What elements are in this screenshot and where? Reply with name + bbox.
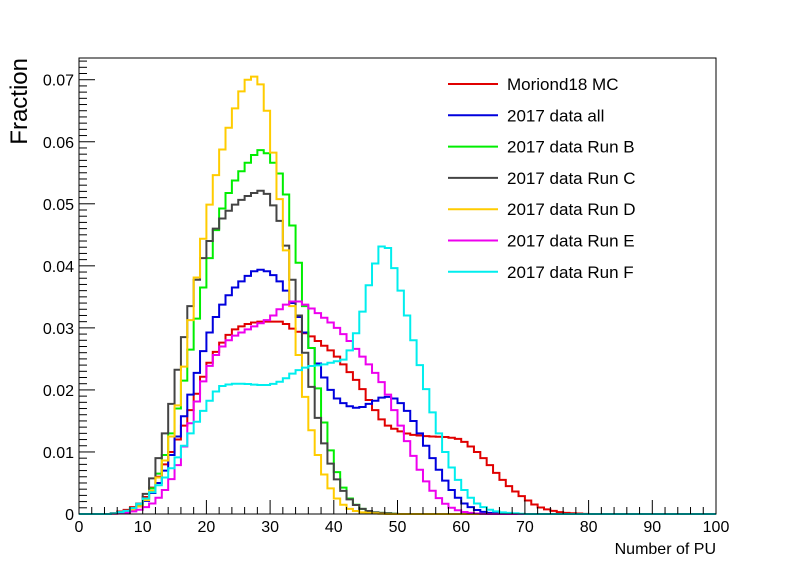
legend: Moriond18 MC 2017 data all 2017 data Run B… [448,75,636,282]
y-tick-label: 0.05 [43,197,74,214]
legend-label: 2017 data all [507,106,604,125]
x-axis: 0 10 20 30 40 50 60 70 80 90 100 [75,500,730,536]
y-axis: 0 0.01 0.02 0.03 0.04 0.05 0.06 0.07 [43,60,95,524]
x-tick-label: 40 [325,519,343,536]
x-tick-label: 10 [134,519,152,536]
y-tick-label: 0.03 [43,321,74,338]
x-tick-label: 30 [261,519,279,536]
x-tick-label: 70 [516,519,534,536]
x-tick-label: 90 [643,519,661,536]
legend-label: 2017 data Run F [507,263,634,282]
series-layer [79,75,716,515]
y-tick-label: 0.07 [43,73,74,90]
y-axis-label: Fraction [6,58,33,145]
y-tick-label: 0.06 [43,135,74,152]
x-tick-label: 50 [389,519,407,536]
y-tick-label: 0.04 [43,259,74,276]
legend-label: 2017 data Run C [507,169,636,188]
y-tick-label: 0.01 [43,445,74,462]
x-tick-label: 20 [198,519,216,536]
x-tick-label: 0 [75,519,84,536]
x-tick-label: 80 [580,519,598,536]
legend-label: 2017 data Run B [507,138,635,157]
y-tick-label: 0.02 [43,383,74,400]
y-tick-label: 0 [65,507,74,524]
x-tick-label: 100 [703,519,730,536]
legend-label: 2017 data Run E [507,232,635,251]
legend-label: 2017 data Run D [507,200,636,219]
x-axis-label: Number of PU [615,541,716,558]
x-tick-label: 60 [452,519,470,536]
legend-label: Moriond18 MC [507,75,619,94]
